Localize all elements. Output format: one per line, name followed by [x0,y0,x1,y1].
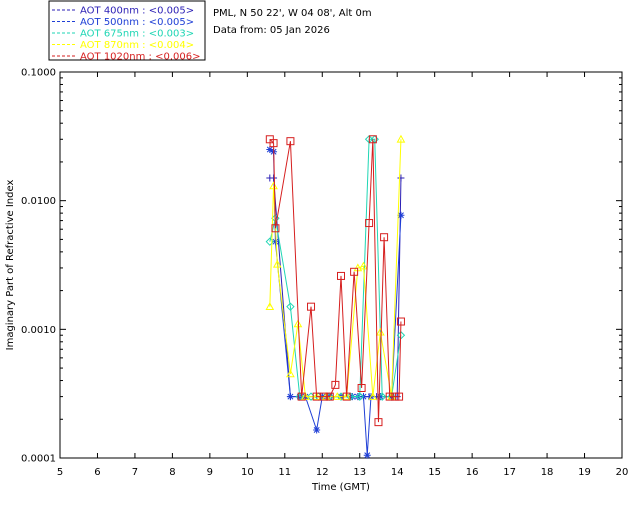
data-point [331,380,340,389]
data-point [368,392,378,400]
legend-label: AOT 500nm : <0.005> [80,17,194,28]
x-tick-label: 18 [541,467,554,478]
data-point [363,451,371,459]
x-tick-label: 14 [391,467,404,478]
data-point [320,392,329,401]
data-point [269,181,278,190]
series-layer [265,134,406,459]
plot-frame [59,71,623,459]
x-axis-label: Time (GMT) [311,482,370,493]
data-point [337,271,345,280]
data-point [376,393,384,401]
x-tick-label: 19 [578,467,591,478]
data-point [265,302,275,310]
x-tick-label: 16 [466,467,479,478]
series [265,134,406,400]
x-tick-label: 13 [353,467,366,478]
series-line [269,138,402,423]
site-info: PML, N 50 22', W 04 08', Alt 0m [213,8,372,19]
data-point [368,135,377,144]
series [266,145,405,459]
data-point [396,134,406,143]
data-point [397,174,405,182]
data-point [286,302,295,311]
data-point [332,392,342,400]
data-point [397,211,405,219]
x-tick-label: 15 [428,467,441,478]
data-point [272,259,282,268]
data-point [365,219,374,228]
data-point [325,392,334,401]
y-tick-label: 0.1000 [21,68,56,79]
data-point [395,392,404,401]
x-tick-label: 8 [169,467,175,478]
x-tick-label: 7 [132,467,138,478]
x-tick-label: 6 [94,467,100,478]
x-tick-label: 10 [241,467,254,478]
legend-label: AOT 400nm : <0.005> [80,6,194,17]
data-point [380,233,389,242]
legend-label: AOT 675nm : <0.003> [80,29,194,40]
data-point [286,137,295,146]
data-point [359,261,368,270]
legend-label: AOT 1020nm : <0.006> [80,52,200,63]
data-point [269,139,278,148]
x-tick-label: 17 [503,467,516,478]
x-tick-label: 20 [616,467,629,478]
y-axis-label: Imaginary Part of Refractive Index [5,180,16,351]
x-tick-label: 11 [278,467,291,478]
data-point [313,426,321,434]
data-point [342,392,351,401]
data-point [385,392,394,401]
data-point [293,319,303,328]
y-tick-label: 0.0001 [21,454,56,465]
data-point [375,327,385,336]
data-point [266,145,274,153]
data-point [378,392,387,401]
data-point [355,392,364,401]
series-line [269,139,402,398]
data-point [297,392,306,401]
data-point [374,418,383,427]
x-tick-label: 9 [207,467,213,478]
legend-box [48,0,206,61]
data-point [350,267,359,276]
data-point [357,383,366,392]
data-point [396,317,405,326]
y-tick-label: 0.0010 [21,325,56,336]
data-point [286,393,294,401]
y-tick-label: 0.0100 [21,196,56,207]
axis-ticks: 5 6 7 8 9 10 11 12 13 14 15 16 17 18 19 20 0.0001 0.0010 0… [21,68,628,479]
date-info: Data from: 05 Jan 2026 [213,25,330,36]
data-point [271,224,280,233]
x-tick-label: 12 [316,467,329,478]
data-point [307,302,316,311]
data-point [342,392,351,400]
data-point [271,238,279,246]
series-line [269,138,402,398]
legend-label: AOT 870nm : <0.004> [80,40,194,51]
legend: AOT 400nm : <0.005>AOT 500nm : <0.005>AO… [48,0,206,63]
x-tick-label: 5 [57,467,63,478]
series [265,135,405,427]
data-point [286,369,295,378]
